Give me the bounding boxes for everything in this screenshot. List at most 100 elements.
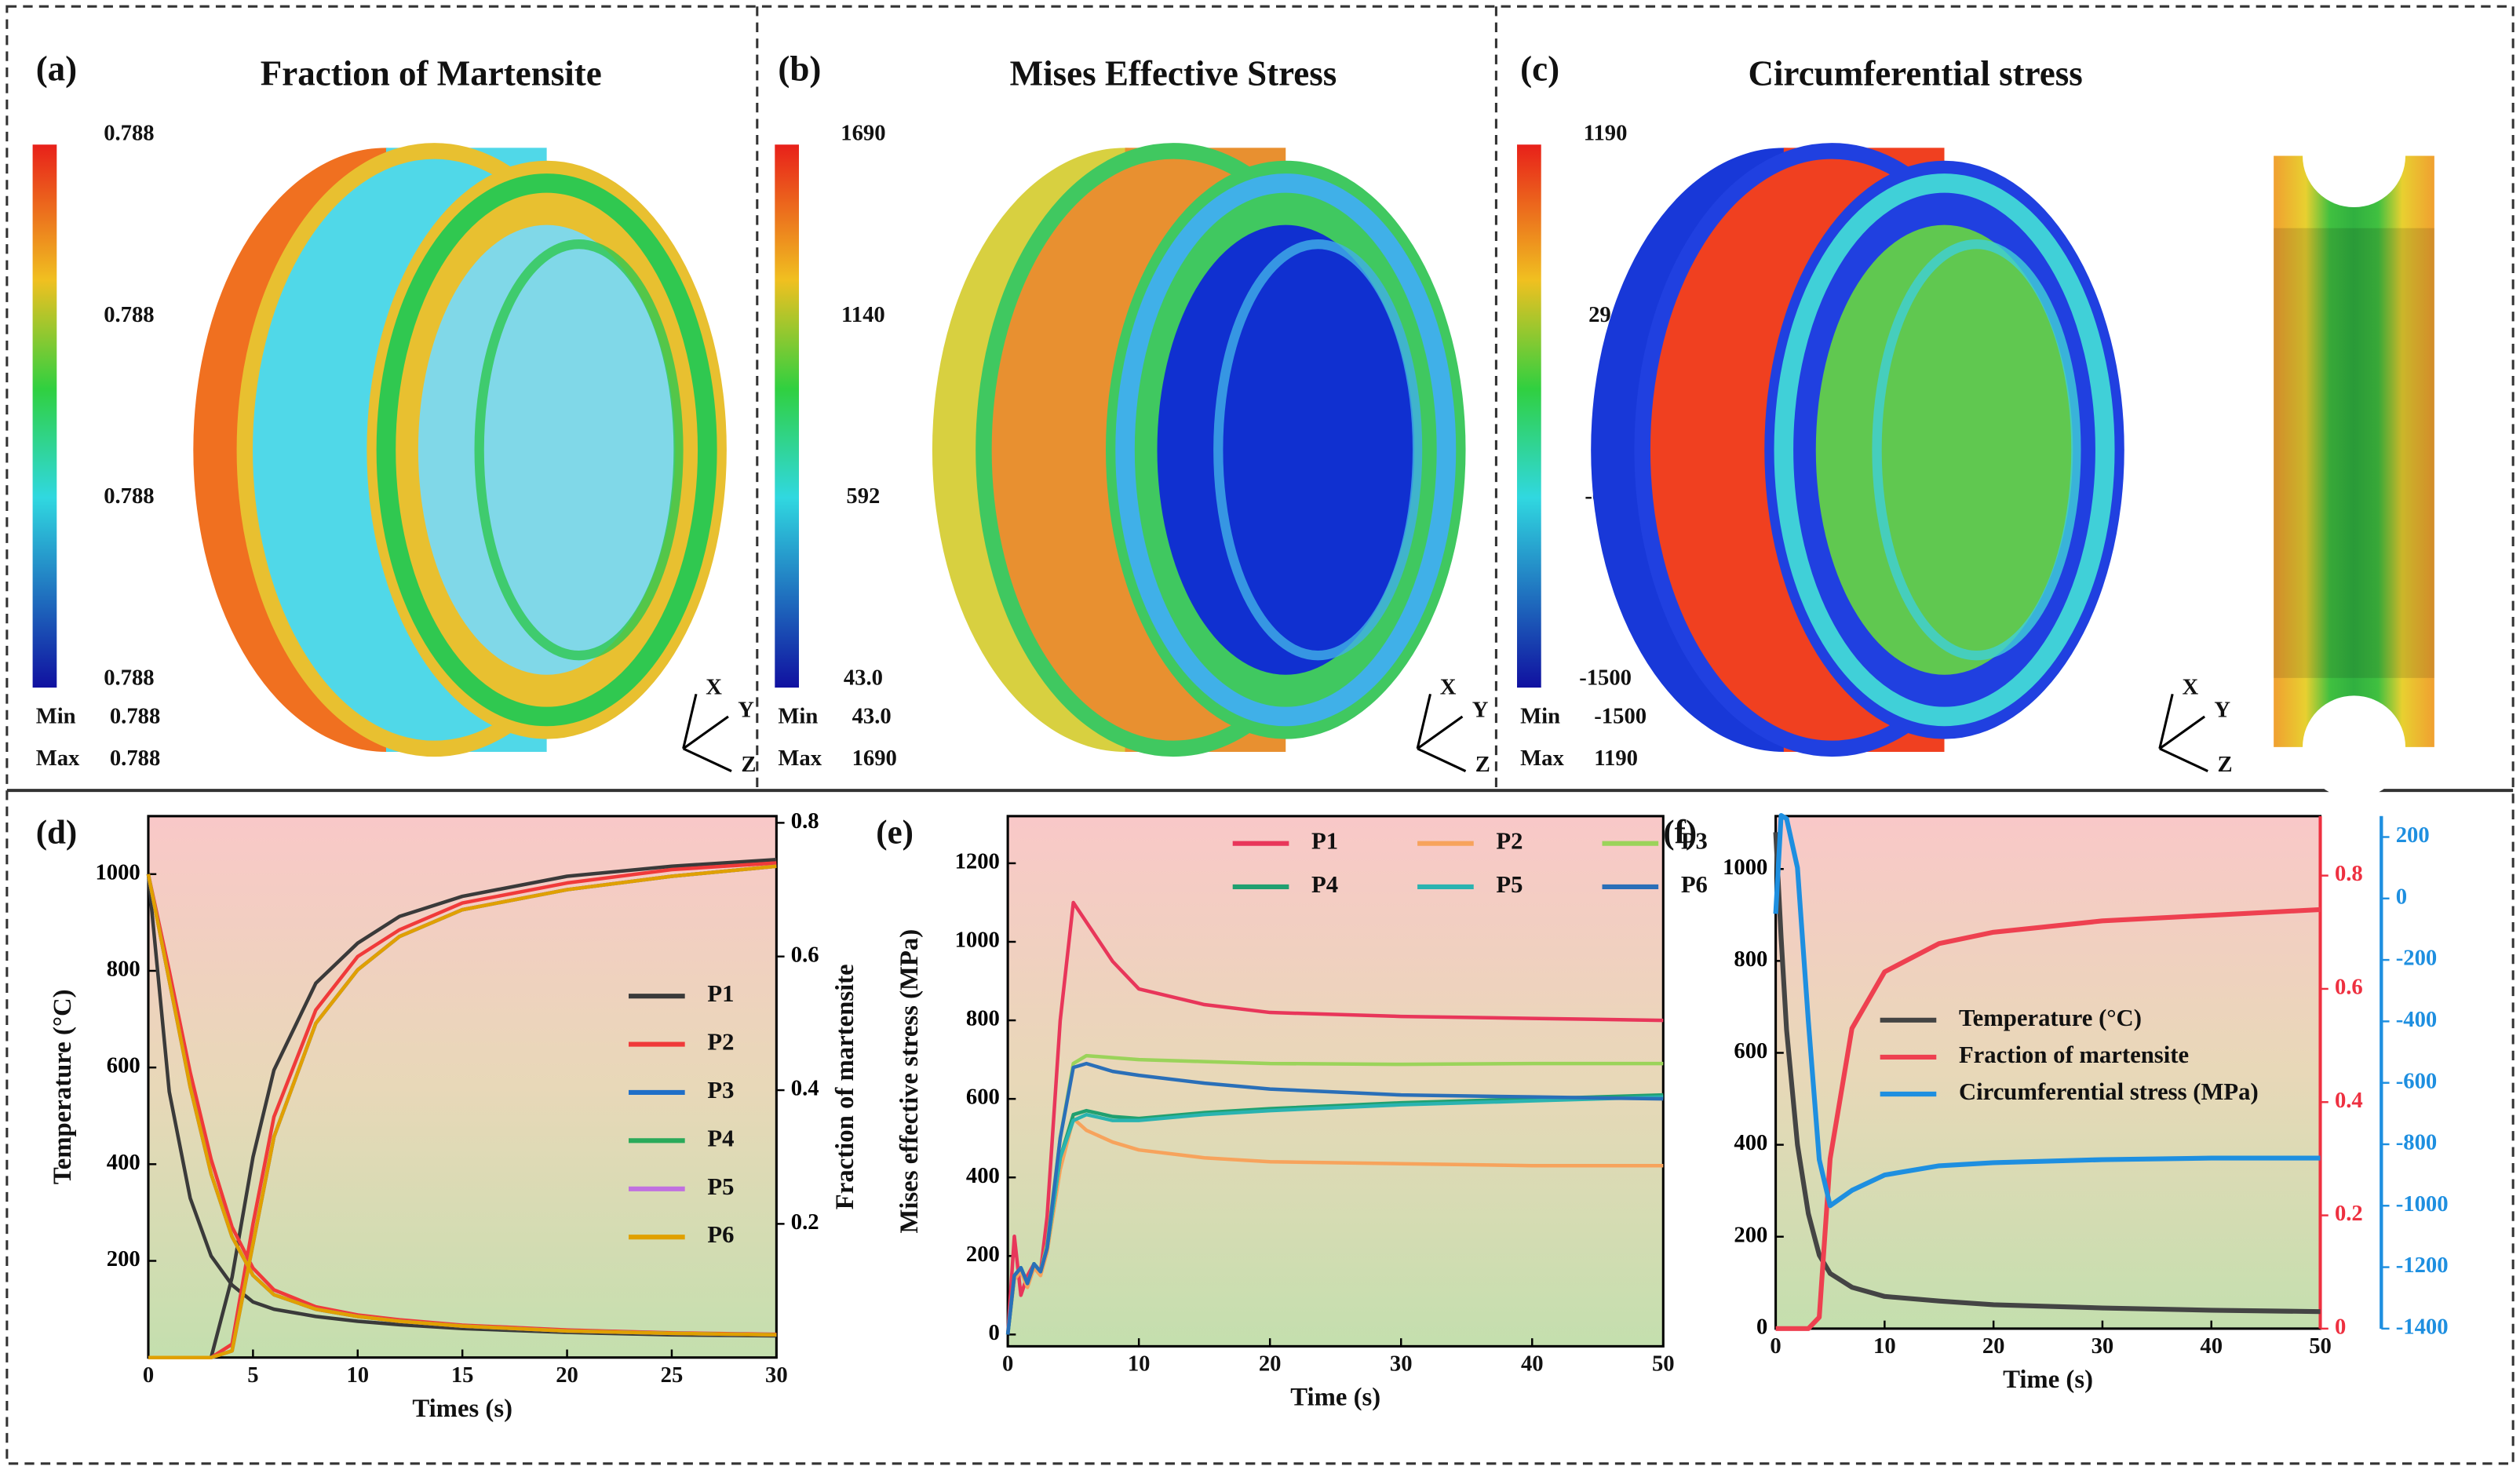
panel-label: (c) [1520,49,1559,88]
min-label: Min [36,704,76,729]
legend-label: P3 [707,1077,734,1103]
x-tick-label: 15 [451,1362,474,1388]
triad-label: Y [2214,697,2230,722]
legend-label: P4 [707,1125,734,1151]
max-value: 1190 [1594,746,1638,771]
max-label: Max [36,746,80,771]
legend-label: P2 [1496,828,1523,855]
colorbar [32,144,57,688]
y-tick-label: 400 [966,1163,1000,1188]
y3-tick-label: -600 [2396,1068,2438,1093]
y2-tick-label: 0.8 [2335,861,2363,886]
triad-axis [1416,693,1431,750]
legend-label: P3 [1681,828,1708,855]
x-tick-label: 0 [1770,1333,1781,1359]
y2-tick-label: 0 [2335,1314,2346,1339]
y-axis-label: Temperature (°C) [49,989,77,1184]
series-line [148,864,777,1359]
y-tick-label: 600 [966,1085,1000,1110]
x-tick-label: 0 [143,1362,154,1388]
triad-axis [1417,715,1464,750]
panel-label: (b) [778,49,821,88]
y-tick-label: 400 [1734,1130,1767,1155]
slice-notch [2302,695,2406,799]
ring-inner [1213,239,1423,661]
slice-shade [2274,228,2434,678]
y-tick-label: 800 [107,957,140,982]
x-tick-label: 20 [556,1362,578,1388]
triad-axis [2159,747,2208,772]
colorbar-label: -1500 [1579,665,1632,690]
x-tick-label: 50 [2309,1333,2332,1359]
y3-tick-label: -200 [2396,946,2438,971]
y-axis-label: Mises effective stress (MPa) [895,929,924,1234]
min-label: Min [1520,704,1560,729]
plot-background [1006,815,1665,1348]
triad-axis [682,715,729,750]
colorbar [1517,144,1541,688]
triad-axis [1417,747,1467,772]
x-axis-label: Times (s) [412,1395,512,1423]
colorbar-label: 0.788 [104,483,154,509]
y3-tick-label: 0 [2396,884,2407,909]
colorbar-label: 1190 [1584,121,1628,146]
y-tick-label: 1200 [955,848,1000,874]
colorbar [775,144,800,688]
max-value: 0.788 [110,746,160,771]
triad-axis [682,747,732,772]
x-tick-label: 30 [765,1362,788,1388]
legend-label: P5 [707,1173,734,1200]
triad-label: Z [741,752,756,777]
x-tick-label: 30 [2091,1333,2114,1359]
colorbar-label: 1140 [841,302,885,327]
x-tick-label: 30 [1390,1351,1413,1377]
panel-label: (f) [1663,814,1697,851]
x-axis-label: Time (s) [2003,1366,2093,1394]
triad-label: Y [1472,697,1489,722]
y-tick-label: 600 [1734,1038,1767,1063]
x-tick-label: 50 [1652,1351,1675,1377]
frame [5,5,2515,1465]
min-value: -1500 [1594,704,1647,729]
colorbar-label: 43.0 [844,665,883,690]
y2-tick-label: 0.6 [2335,975,2363,1000]
x-tick-label: 25 [661,1362,684,1388]
triad-label: Z [2218,752,2233,777]
y2-tick-label: 0.8 [791,808,819,833]
triad-label: X [1440,675,1457,700]
y-tick-label: 800 [1734,947,1767,972]
legend-label: P1 [1311,828,1338,855]
y2-tick-label: 0.2 [2335,1201,2363,1226]
x-tick-label: 10 [346,1362,369,1388]
panel-label: (d) [36,814,78,851]
x-tick-label: 0 [1002,1351,1013,1377]
series-line [1005,1061,1664,1335]
y3-tick-label: 200 [2396,823,2430,848]
triad-label: Z [1475,752,1490,777]
ring-front-band [1115,173,1457,727]
ring-inner [1872,239,2081,661]
panel-title: Mises Effective Stress [1010,54,1337,93]
series-line [1773,832,2321,1315]
panel-label: (e) [876,814,914,851]
y-tick-label: 0 [989,1320,1000,1345]
ring-front-band [1774,173,2115,727]
panel-title: Fraction of Martensite [261,54,602,93]
y3-tick-label: -800 [2396,1130,2438,1155]
slice [2274,155,2434,747]
triad-axis [682,693,698,750]
ring-inner [474,239,684,661]
plot-background [1774,815,2322,1330]
legend-label: P6 [1681,871,1708,898]
y3-tick-label: -1000 [2396,1191,2449,1216]
triad-axis [2158,693,2174,750]
triad-axis [2158,715,2206,750]
y2-tick-label: 0.4 [2335,1088,2363,1113]
min-value: 0.788 [110,704,160,729]
colorbar-label: 0.788 [104,121,154,146]
x-tick-label: 40 [2200,1333,2223,1359]
max-value: 1690 [852,746,897,771]
y-tick-label: 0 [1756,1314,1767,1339]
y-tick-label: 1000 [955,928,1000,953]
